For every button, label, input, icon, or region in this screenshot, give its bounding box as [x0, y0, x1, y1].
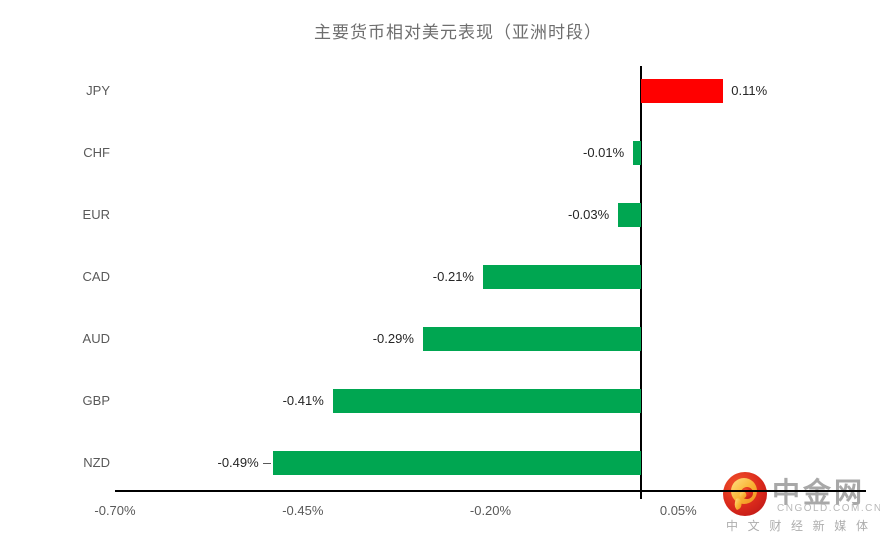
bar-aud: [422, 327, 641, 351]
watermark-tagline-char: 体: [855, 519, 868, 533]
watermark-tagline-text: 中文财经新媒体: [726, 517, 868, 534]
watermark-tagline-char: 经: [790, 519, 803, 533]
cngold-swirl-icon: [723, 472, 767, 516]
bar-eur: [618, 203, 641, 227]
x-axis-tick-label: -0.20%: [469, 503, 512, 518]
value-label-jpy: 0.11%: [731, 83, 768, 98]
value-label-chf: -0.01%: [582, 145, 625, 160]
bar-jpy: [640, 79, 724, 103]
bar-cad: [483, 265, 641, 289]
chart-title: 主要货币相对美元表现（亚洲时段）: [314, 23, 602, 42]
category-label-aud: AUD: [82, 331, 110, 346]
category-label-cad: CAD: [82, 269, 110, 284]
watermark-tagline-char: 新: [812, 519, 825, 533]
watermark-domain-text: CNGOLD.COM.CN: [777, 503, 880, 514]
category-label-chf: CHF: [83, 145, 110, 160]
bar-gbp: [332, 389, 641, 413]
x-axis-tick-label: -0.45%: [282, 503, 324, 518]
category-label-nzd: NZD: [83, 455, 110, 470]
cngold-watermark: 中金网 CNGOLD.COM.CN 中文财经新媒体: [722, 465, 880, 535]
bar-chf: [633, 141, 641, 165]
watermark-tagline-char: 媒: [834, 519, 847, 533]
value-label-cad: -0.21%: [432, 269, 474, 284]
category-axis-line: [640, 66, 642, 499]
value-axis-line: [115, 490, 866, 492]
value-label-aud: -0.29%: [372, 331, 414, 346]
value-label-eur: -0.03%: [567, 207, 610, 222]
watermark-tagline-char: 中: [726, 519, 739, 533]
watermark-tagline-char: 财: [769, 519, 782, 533]
category-label-gbp: GBP: [82, 393, 110, 408]
value-label-gbp: -0.41%: [282, 393, 324, 408]
x-axis-tick-label: 0.05%: [659, 503, 697, 518]
value-label-nzd: -0.49%: [217, 455, 259, 470]
bar-nzd: [272, 451, 641, 475]
watermark-brand-text: 中金网: [772, 477, 866, 508]
leader-line-nzd: [262, 463, 271, 464]
watermark-tagline-char: 文: [747, 519, 760, 533]
category-label-jpy: JPY: [86, 83, 110, 98]
category-label-eur: EUR: [82, 207, 110, 222]
x-axis-tick-label: -0.70%: [94, 503, 136, 518]
